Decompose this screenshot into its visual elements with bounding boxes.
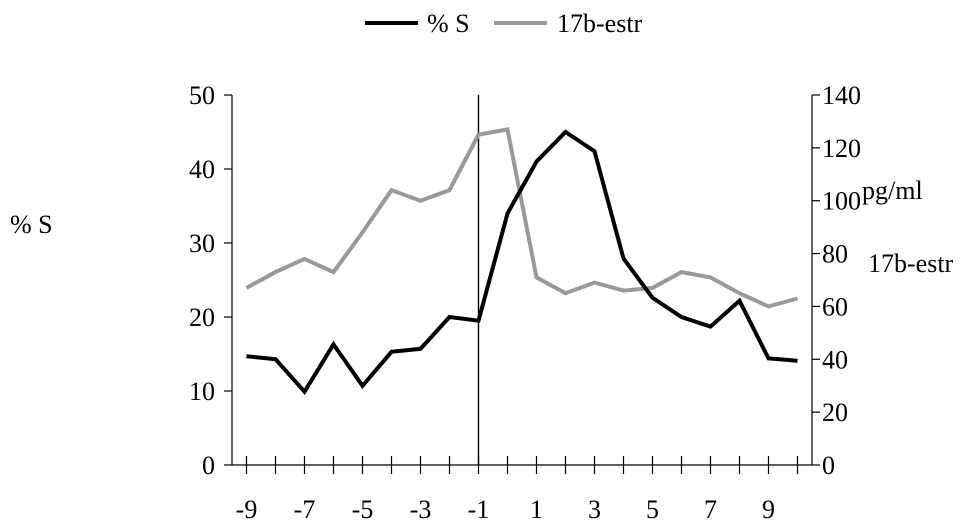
y-left-tick-label: 20 xyxy=(189,303,215,332)
y-right-tick-label: 60 xyxy=(822,292,848,321)
x-tick-label: -5 xyxy=(352,495,374,524)
y-right-tick-label: 0 xyxy=(822,451,835,480)
x-tick-label: 3 xyxy=(588,495,601,524)
legend-label-percent-s: % S xyxy=(427,9,470,38)
axes: 0 10 20 30 40 50 0 20 40 60 80 100 120 140 -9 -7 -5 -3 -1 1… xyxy=(189,81,861,524)
y-right-tick-label: 140 xyxy=(822,81,861,110)
x-tick-label: -3 xyxy=(410,495,432,524)
x-tick-label: -9 xyxy=(236,495,258,524)
y-right-tick-label: 80 xyxy=(822,240,848,269)
legend: % S 17b-estr xyxy=(365,9,643,38)
series-group xyxy=(245,127,799,396)
x-tick-label: 1 xyxy=(530,495,543,524)
series-line-17b-estr xyxy=(245,127,799,309)
x-tick-label: 7 xyxy=(704,495,717,524)
x-tick-label: -7 xyxy=(294,495,316,524)
y-right-tick-label: 100 xyxy=(822,187,861,216)
y-left-tick-label: 30 xyxy=(189,229,215,258)
y-right-tick-label: 120 xyxy=(822,134,861,163)
y-left-tick-label: 40 xyxy=(189,155,215,184)
series-line-percent-s xyxy=(246,129,798,396)
legend-label-17b-estr: 17b-estr xyxy=(557,9,643,38)
x-tick-label: 9 xyxy=(762,495,775,524)
y-left-tick-label: 0 xyxy=(202,451,215,480)
y-right-tick-label: 40 xyxy=(822,345,848,374)
x-tick-label: 5 xyxy=(646,495,659,524)
y-left-tick-label: 10 xyxy=(189,377,215,406)
y-left-axis-label: % S xyxy=(10,210,53,239)
y-right-tick-label: 20 xyxy=(822,398,848,427)
x-tick-label: -1 xyxy=(468,495,490,524)
y-right-axis-label-line2: 17b-estr xyxy=(868,249,954,278)
y-left-tick-label: 50 xyxy=(189,81,215,110)
y-right-axis-label-line1: pg/ml xyxy=(862,176,923,205)
